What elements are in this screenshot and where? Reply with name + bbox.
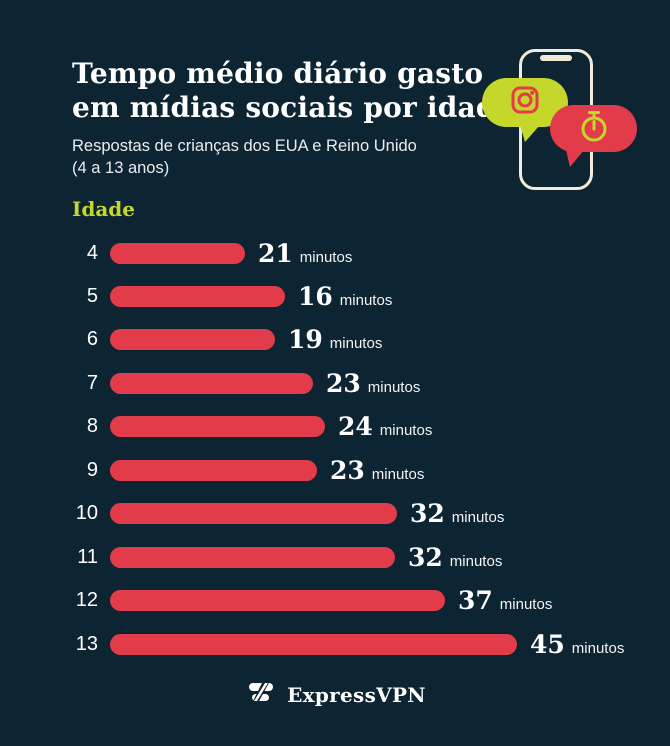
value-label: 37 minutos	[458, 586, 552, 615]
chart-row: 4 21 minutos	[0, 238, 670, 268]
value-label: 23 minutos	[330, 456, 424, 485]
brand-wordmark: ExpressVPN	[287, 682, 426, 707]
age-label: 4	[86, 241, 98, 264]
value-number: 19	[288, 325, 323, 355]
value-label: 19 minutos	[288, 325, 382, 354]
bar	[110, 459, 317, 481]
value-unit: minutos	[367, 378, 421, 396]
value-label: 23 minutos	[326, 369, 420, 398]
value-number: 23	[330, 455, 365, 485]
bar	[110, 242, 245, 264]
age-label: 7	[86, 371, 98, 394]
value-unit: minutos	[571, 639, 625, 657]
subtitle-line-2: (4 a 13 anos)	[72, 159, 170, 177]
age-label: 10	[75, 502, 98, 525]
value-label: 32 minutos	[410, 499, 504, 528]
phone-notch	[540, 55, 572, 61]
bar	[110, 372, 313, 394]
value-label: 32 minutos	[408, 543, 502, 572]
chart-row: 9 23 minutos	[0, 455, 670, 485]
chart-row: 10 32 minutos	[0, 499, 670, 529]
value-number: 21	[258, 238, 293, 268]
page-title: Tempo médio diário gasto em mídias socia…	[72, 57, 514, 125]
value-unit: minutos	[449, 552, 503, 570]
chart-row: 12 37 minutos	[0, 586, 670, 616]
expressvpn-logo-icon	[244, 678, 278, 711]
value-number: 32	[410, 499, 445, 529]
bar	[110, 329, 275, 351]
age-label: 6	[86, 328, 98, 351]
bar	[110, 285, 285, 307]
age-label: 5	[86, 284, 98, 307]
title-line-1: Tempo médio diário gasto	[72, 57, 484, 90]
value-label: 24 minutos	[338, 412, 432, 441]
chart-row: 11 32 minutos	[0, 542, 670, 572]
value-unit: minutos	[371, 465, 425, 483]
age-label: 12	[75, 589, 98, 612]
bar	[110, 416, 325, 438]
stopwatch-icon	[577, 109, 611, 148]
value-unit: minutos	[379, 422, 433, 440]
value-number: 37	[458, 586, 493, 616]
value-number: 32	[408, 542, 443, 572]
bar	[110, 503, 397, 525]
value-unit: minutos	[499, 596, 553, 614]
value-unit: minutos	[451, 509, 505, 527]
value-label: 16 minutos	[298, 282, 392, 311]
value-unit: minutos	[299, 248, 353, 266]
value-label: 45 minutos	[530, 630, 624, 659]
subtitle-line-1: Respostas de crianças dos EUA e Reino Un…	[72, 137, 417, 155]
page-subtitle: Respostas de crianças dos EUA e Reino Un…	[72, 135, 417, 179]
value-number: 16	[298, 281, 333, 311]
age-label: 11	[77, 545, 98, 568]
chart-row: 8 24 minutos	[0, 412, 670, 442]
phone-illustration	[480, 45, 650, 197]
chart-row: 6 19 minutos	[0, 325, 670, 355]
age-label: 9	[86, 458, 98, 481]
instagram-icon	[509, 84, 541, 121]
chart-row: 13 45 minutos	[0, 629, 670, 659]
value-number: 45	[530, 629, 565, 659]
value-number: 24	[338, 412, 373, 442]
value-unit: minutos	[339, 291, 393, 309]
age-axis-label: Idade	[72, 197, 136, 221]
age-label: 8	[86, 415, 98, 438]
bar	[110, 633, 517, 655]
chat-bubble-red	[550, 105, 637, 167]
value-unit: minutos	[329, 335, 383, 353]
footer: ExpressVPN	[0, 678, 670, 711]
value-number: 23	[326, 368, 361, 398]
age-label: 13	[75, 632, 98, 655]
bar	[110, 590, 445, 612]
bar	[110, 546, 395, 568]
value-label: 21 minutos	[258, 239, 352, 268]
chart-row: 5 16 minutos	[0, 281, 670, 311]
title-line-2: em mídias sociais por idade	[72, 91, 514, 124]
chart-row: 7 23 minutos	[0, 368, 670, 398]
